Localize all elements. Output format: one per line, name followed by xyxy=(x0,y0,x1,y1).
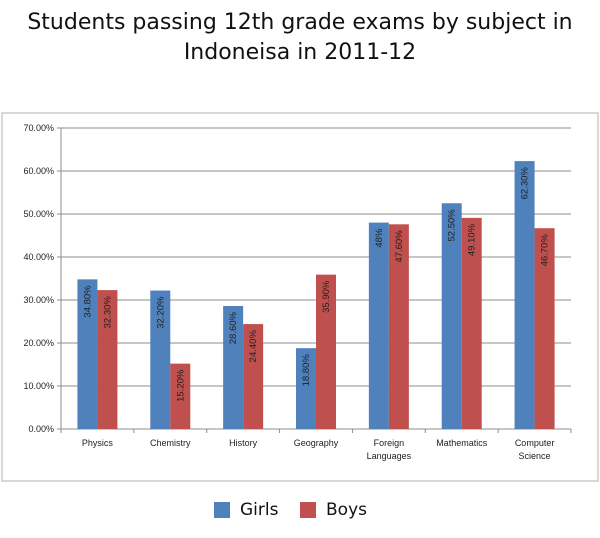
category-label: Chemistry xyxy=(150,438,191,448)
bar-girls xyxy=(514,161,535,430)
data-label: 32.30% xyxy=(102,296,113,329)
chart-title-line-1: Students passing 12th grade exams by sub… xyxy=(27,10,573,35)
y-axis-tick-labels: 0.00% 10.00% 20.00% 30.00% 40.00% 50.00% 60.00… xyxy=(23,123,54,434)
data-label: 18.80% xyxy=(301,354,312,387)
data-label: 46.70% xyxy=(540,234,551,267)
bar-girls xyxy=(223,306,244,429)
data-label: 15.20% xyxy=(175,369,186,402)
category-label: Languages xyxy=(367,451,412,461)
bar-boys xyxy=(243,324,264,429)
bar-girls xyxy=(368,222,389,429)
bar-boys xyxy=(388,224,409,429)
category-label: Physics xyxy=(82,438,114,448)
legend-swatch-girls xyxy=(214,502,230,518)
bars xyxy=(77,161,555,430)
data-label: 62.30% xyxy=(520,167,531,200)
bar-girls xyxy=(296,348,316,429)
y-tick-label: 50.00% xyxy=(23,209,54,219)
category-label: Science xyxy=(519,451,551,461)
y-tick-label: 40.00% xyxy=(23,252,54,262)
y-tick-label: 0.00% xyxy=(28,424,54,434)
category-label: Computer xyxy=(515,438,555,448)
chart-frame xyxy=(1,112,599,482)
data-label: 52.50% xyxy=(447,209,458,242)
data-labels: 34.80% 32.30% 32.20% 15.20% 28.60% 24.40% 18.8… xyxy=(82,167,550,402)
data-label: 47.60% xyxy=(394,230,405,263)
bar-boys xyxy=(97,290,118,429)
data-label: 34.80% xyxy=(82,285,93,318)
data-label: 48% xyxy=(374,228,385,248)
legend-swatch-boys xyxy=(300,502,316,518)
category-label: Geography xyxy=(294,438,339,448)
data-label: 49.10% xyxy=(467,223,478,256)
data-label: 28.60% xyxy=(228,311,239,344)
data-label: 32.20% xyxy=(155,296,166,329)
y-tick-label: 30.00% xyxy=(23,295,54,305)
chart-title-line-2: Indoneisa in 2011-12 xyxy=(183,40,417,65)
bar-girls xyxy=(77,279,98,429)
y-tick-label: 20.00% xyxy=(23,338,54,348)
bar-girls xyxy=(150,290,171,429)
category-label: History xyxy=(229,438,258,448)
data-label: 24.40% xyxy=(248,330,259,363)
legend: Girls Boys xyxy=(0,500,600,526)
legend-label-girls: Girls xyxy=(240,500,279,520)
category-label: Foreign xyxy=(374,438,405,448)
data-label: 35.90% xyxy=(321,280,332,313)
y-tick-label: 70.00% xyxy=(23,123,54,133)
chart-title: Students passing 12th grade exams by sub… xyxy=(20,8,580,68)
bar-boys xyxy=(461,217,482,429)
legend-item-girls: Girls xyxy=(214,500,278,520)
bar-girls xyxy=(441,203,462,429)
category-label: Mathematics xyxy=(436,438,488,448)
y-tick-label: 10.00% xyxy=(23,381,54,391)
y-tick-label: 60.00% xyxy=(23,166,54,176)
legend-label-boys: Boys xyxy=(326,500,367,520)
bar-boys xyxy=(534,228,555,429)
x-axis-category-labels: Physics Chemistry History Geography Foreign L… xyxy=(82,438,554,461)
bar-boys xyxy=(316,274,336,429)
bar-boys xyxy=(170,363,191,429)
legend-item-boys: Boys xyxy=(300,500,367,520)
